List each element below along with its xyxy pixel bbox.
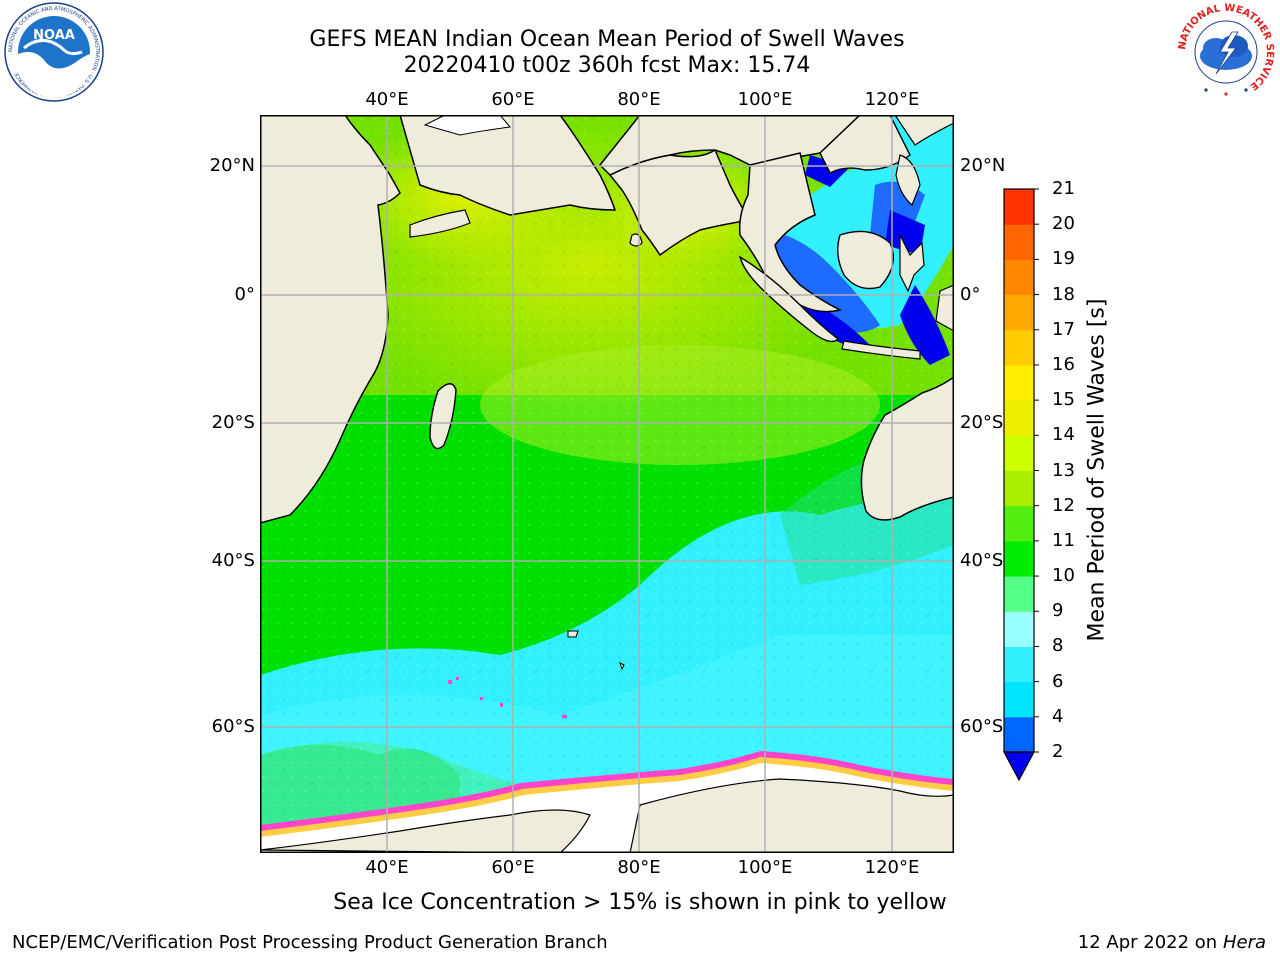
colorbar-segment	[1004, 294, 1034, 331]
africa-landmass	[260, 115, 401, 524]
map-title: GEFS MEAN Indian Ocean Mean Period of Sw…	[309, 27, 905, 52]
colorbar-segment	[1004, 189, 1034, 225]
colorbar-segment	[1004, 224, 1034, 260]
colorbar-tick-label: 9	[1052, 600, 1064, 622]
nws-logo: NATIONAL WEATHER SERVICE	[1177, 3, 1275, 101]
colorbar-tick-label: 6	[1052, 670, 1064, 692]
madagascar	[429, 383, 457, 450]
lon-label-top-60e: 60°E	[491, 89, 535, 110]
colorbar-tick-label: 12	[1052, 494, 1075, 516]
colorbar-tick-label: 17	[1052, 318, 1075, 340]
borneo	[837, 230, 894, 290]
lon-label-bottom-60e: 60°E	[491, 857, 535, 878]
colorbar-tick-label: 15	[1052, 389, 1075, 411]
australia-landmass	[860, 376, 954, 521]
colorbar-segment	[1004, 681, 1034, 718]
colorbar-segment	[1004, 400, 1034, 436]
colorbar-segment	[1004, 364, 1034, 401]
colorbar-segment	[1004, 646, 1034, 683]
colorbar-tick-label: 16	[1052, 353, 1075, 375]
lon-label-top-80e: 80°E	[617, 89, 661, 110]
colorbar-tick-label: 11	[1052, 529, 1075, 551]
swell-period-map	[260, 115, 954, 853]
lon-label-bottom-100e: 100°E	[737, 857, 793, 878]
colorbar-tick-label: 2	[1052, 741, 1064, 762]
footer-credit: NCEP/EMC/Verification Post Processing Pr…	[12, 932, 608, 953]
lat-label-right-0: 0°	[960, 284, 981, 305]
colorbar-tick-label: 8	[1052, 635, 1064, 657]
lon-label-bottom-120e: 120°E	[864, 857, 920, 878]
colorbar-tick-label: 10	[1052, 565, 1075, 587]
colorbar-segment	[1004, 435, 1034, 471]
lon-label-bottom-40e: 40°E	[365, 857, 409, 878]
lon-label-top-120e: 120°E	[864, 89, 920, 110]
colorbar-tick-label: 13	[1052, 459, 1075, 481]
map-frame	[260, 115, 954, 853]
colorbar-segment	[1004, 470, 1034, 507]
sea-ice-caption: Sea Ice Concentration > 15% is shown in …	[333, 890, 947, 915]
lon-label-top-40e: 40°E	[365, 89, 409, 110]
noaa-logo: NATIONAL OCEANIC AND ATMOSPHERIC ADMINIS…	[4, 2, 104, 102]
lon-label-bottom-80e: 80°E	[617, 857, 661, 878]
graticule	[260, 115, 954, 853]
lat-label-left-0: 0°	[234, 284, 255, 305]
colorbar-label: Mean Period of Swell Waves [s]	[1084, 298, 1110, 642]
java	[841, 340, 921, 360]
lon-label-top-100e: 100°E	[737, 89, 793, 110]
colorbar-tick-label: 18	[1052, 283, 1075, 305]
colorbar	[1002, 188, 1039, 782]
arabia-landmass	[399, 115, 617, 216]
lat-label-left-20s: 20°S	[211, 412, 255, 433]
map-subtitle: 20220410 t00z 360h fcst Max: 15.74	[403, 53, 811, 78]
lat-label-right-60s: 60°S	[960, 716, 1004, 737]
colorbar-segment	[1004, 540, 1034, 577]
footer-date-text: 12 Apr 2022 on	[1077, 932, 1218, 953]
colorbar-tick-label: 4	[1052, 705, 1064, 727]
lat-label-right-20s: 20°S	[960, 412, 1004, 433]
colorbar-segment	[1004, 576, 1034, 612]
colorbar-segment	[1004, 716, 1034, 753]
noaa-logo-text: NOAA	[33, 28, 75, 43]
lat-label-left-60s: 60°S	[211, 716, 255, 737]
colorbar-tick-label: 21	[1052, 178, 1075, 199]
lat-label-right-20n: 20°N	[960, 155, 1006, 176]
lat-label-left-20n: 20°N	[209, 155, 255, 176]
footer-machine: Hera	[1222, 932, 1266, 953]
footer-date: 12 Apr 2022 on Hera	[1078, 932, 1266, 953]
lat-label-right-40s: 40°S	[960, 550, 1004, 571]
colorbar-tick-label: 20	[1052, 213, 1075, 235]
colorbar-segment	[1004, 611, 1034, 647]
india-landmass	[608, 148, 752, 257]
colorbar-extend-arrow	[1002, 751, 1036, 782]
lat-label-left-40s: 40°S	[211, 550, 255, 571]
colorbar-tick-label: 19	[1052, 248, 1075, 270]
colorbar-segment	[1004, 505, 1034, 542]
colorbar-segment	[1004, 259, 1034, 296]
colorbar-segment	[1004, 329, 1034, 366]
colorbar-tick-label: 14	[1052, 424, 1075, 446]
